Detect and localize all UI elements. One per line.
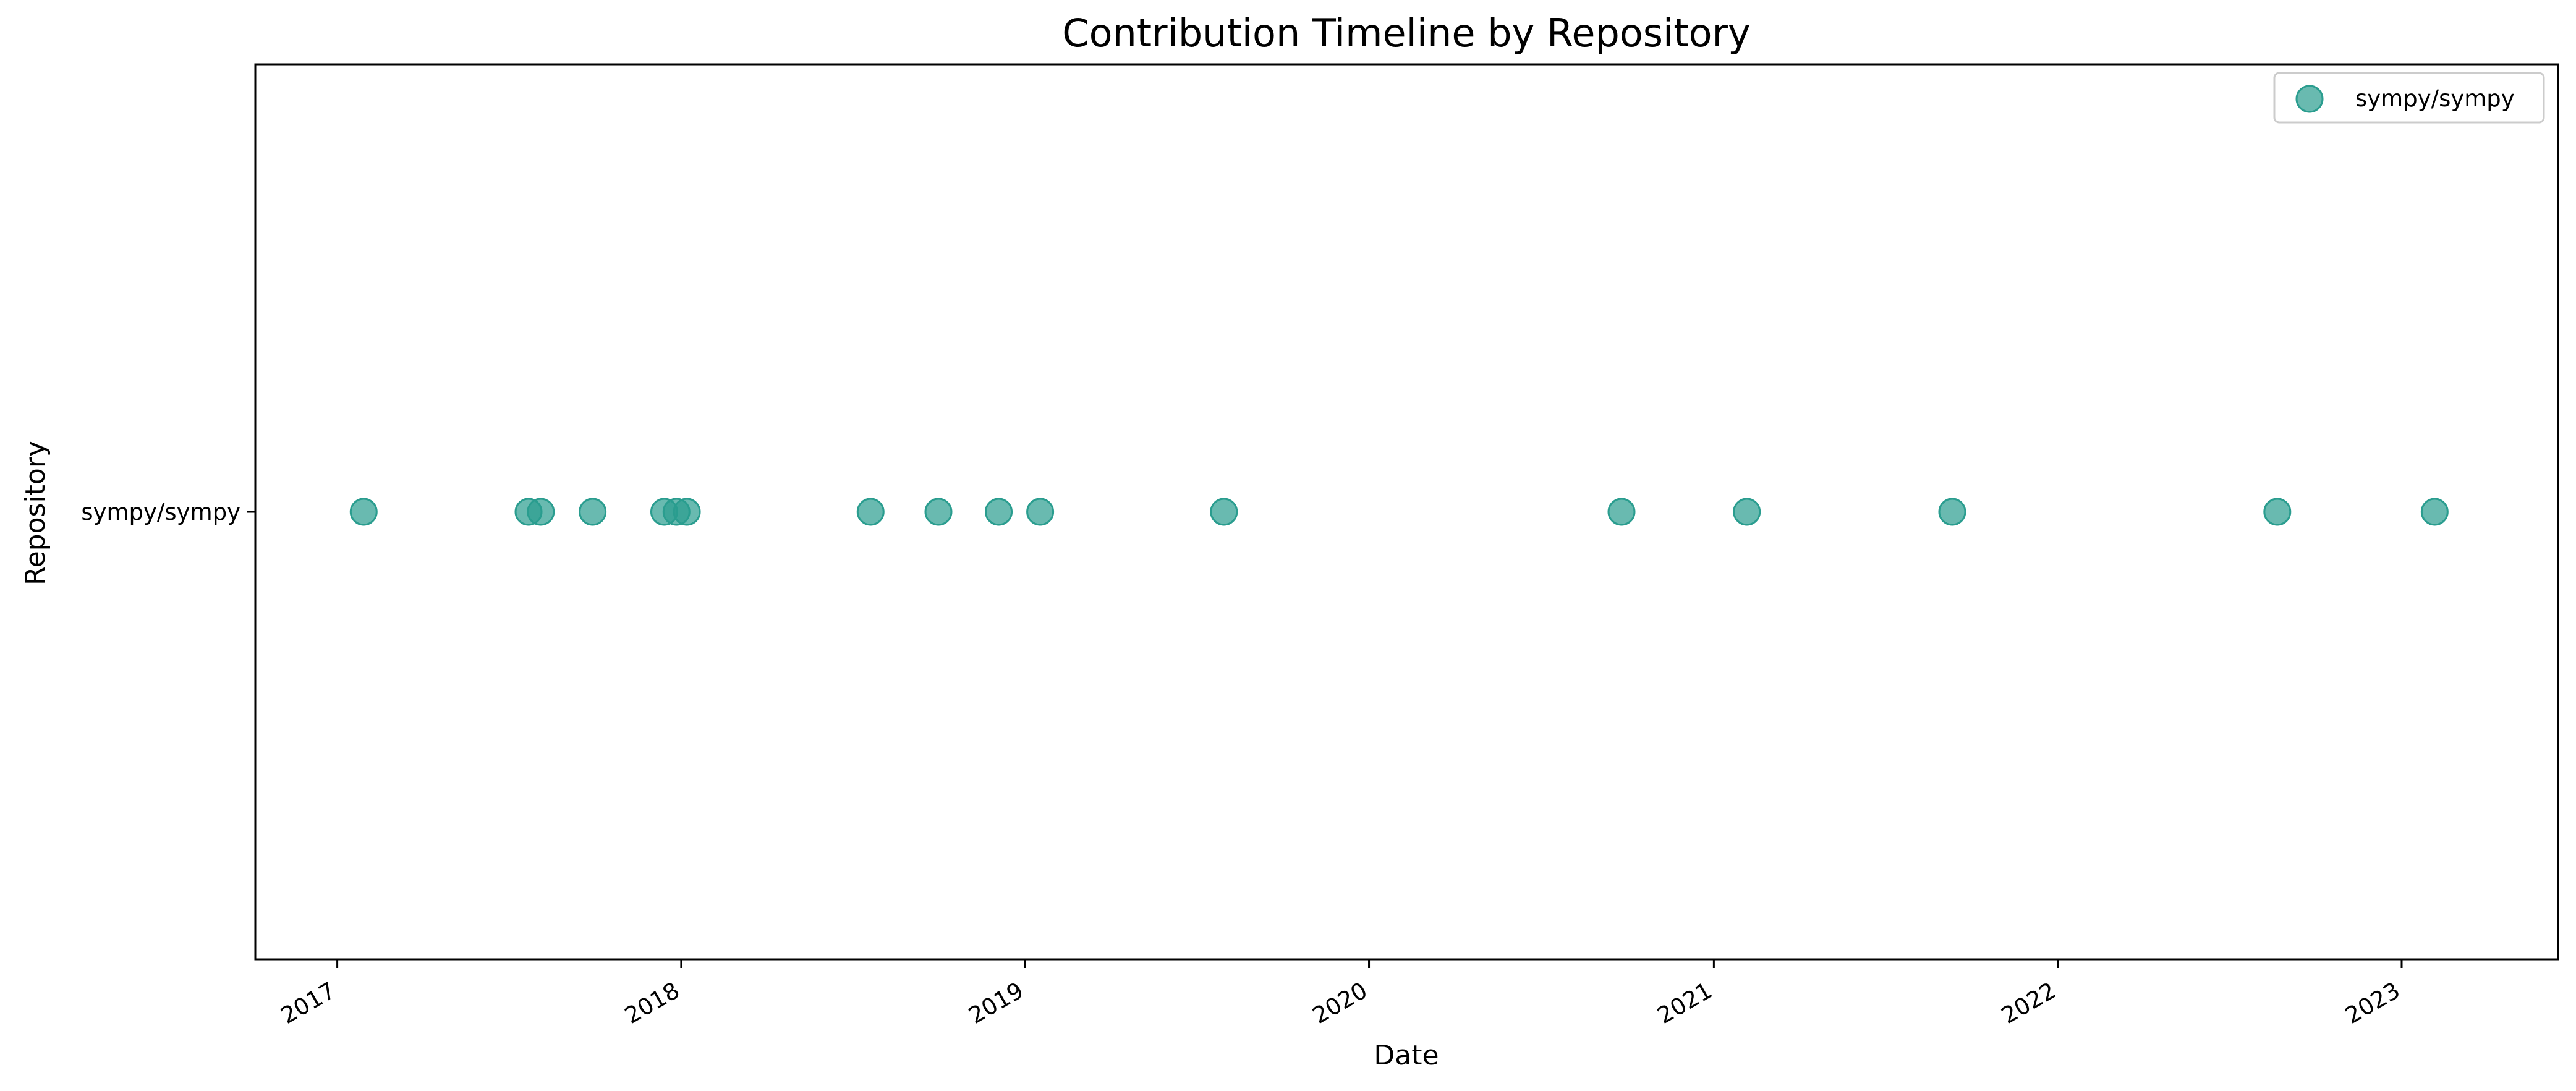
x-axis-label: Date	[1374, 1040, 1439, 1071]
y-axis-label: Repository	[20, 441, 51, 585]
data-point	[1733, 498, 1761, 526]
legend-box	[2273, 72, 2545, 124]
data-points	[349, 498, 2449, 526]
data-point	[1938, 498, 1966, 526]
x-tick-label: 2018	[620, 977, 684, 1029]
y-tick-label: sympy/sympy	[81, 499, 240, 525]
x-tick-label: 2022	[1997, 977, 2060, 1029]
legend: sympy/sympy	[2273, 72, 2545, 124]
data-point	[673, 498, 701, 526]
data-point	[2420, 498, 2449, 526]
legend-label: sympy/sympy	[2355, 85, 2515, 112]
x-tick-label: 2021	[1653, 977, 1717, 1029]
data-point	[2263, 498, 2292, 526]
data-point	[1210, 498, 1238, 526]
data-point	[1607, 498, 1636, 526]
x-axis-ticks: 2017 2018 2019 2020 2021 2022 2023	[276, 959, 2404, 1029]
y-axis-ticks: sympy/sympy	[81, 499, 255, 525]
data-point	[1026, 498, 1055, 526]
data-point	[349, 498, 378, 526]
data-point	[856, 498, 885, 526]
legend-marker	[2295, 85, 2324, 113]
x-tick-label: 2023	[2340, 977, 2404, 1029]
chart-title: Contribution Timeline by Repository	[1062, 11, 1750, 56]
x-tick-label: 2019	[964, 977, 1028, 1029]
x-tick-label: 2020	[1308, 977, 1372, 1029]
data-point	[527, 498, 555, 526]
x-tick-label: 2017	[276, 977, 340, 1029]
data-point	[985, 498, 1013, 526]
data-point	[924, 498, 953, 526]
data-point	[579, 498, 607, 526]
